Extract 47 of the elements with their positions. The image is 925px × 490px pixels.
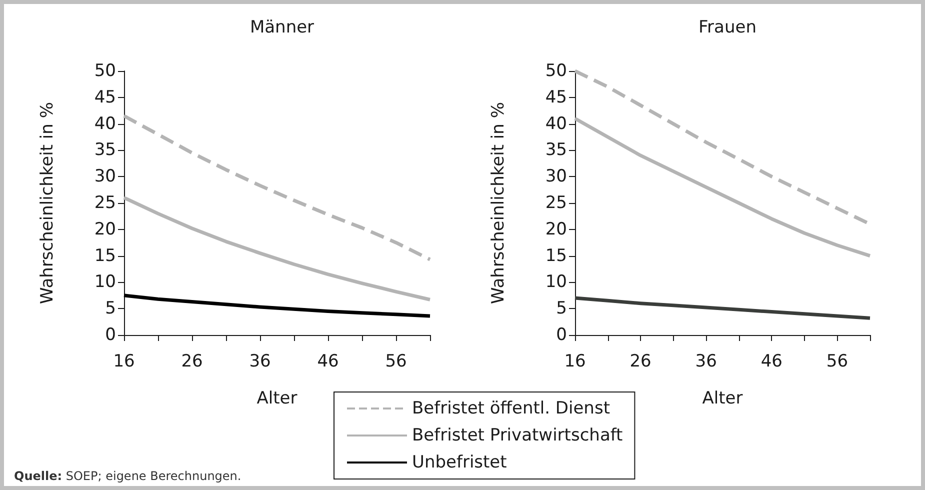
x-tick-label: 36 <box>249 352 271 372</box>
line-series <box>122 114 432 262</box>
y-tick-label: 10 <box>94 272 116 292</box>
legend-label: Befristet Privatwirtschaft <box>412 426 624 446</box>
y-tick-label: 50 <box>94 61 116 81</box>
y-tick-label: 15 <box>545 246 567 266</box>
y-axis-title: Wahrscheinlichkeit in % <box>38 102 58 304</box>
y-tick-label: 25 <box>545 193 567 213</box>
y-tick-label: 25 <box>94 193 116 213</box>
line-series <box>573 296 872 320</box>
y-tick-label: 0 <box>105 325 116 345</box>
y-tick-label: 20 <box>545 219 567 240</box>
x-tick-label: 16 <box>113 352 135 372</box>
y-tick-label: 15 <box>94 246 116 266</box>
legend-label: Unbefristet <box>412 452 508 472</box>
x-tick-label: 26 <box>630 352 652 372</box>
chart-title: Männer <box>250 18 314 38</box>
y-tick-label: 50 <box>545 61 567 81</box>
y-tick-label: 10 <box>545 272 567 292</box>
x-axis-title: Alter <box>702 388 743 408</box>
line-series <box>122 196 432 302</box>
y-tick-label: 40 <box>94 114 116 134</box>
x-tick-label: 56 <box>385 352 407 372</box>
text: Quelle: SOEP; eigene Berechnungen. <box>14 469 242 483</box>
x-tick-label: 46 <box>317 352 339 372</box>
x-axis-title: Alter <box>256 388 298 408</box>
y-tick-label: 5 <box>105 298 116 319</box>
y-tick-label: 35 <box>545 140 567 160</box>
y-tick-label: 30 <box>94 166 116 187</box>
x-tick-label: 16 <box>564 352 586 372</box>
x-tick-label: 56 <box>826 352 848 372</box>
line-series <box>122 294 432 318</box>
y-tick-label: 30 <box>545 166 567 187</box>
y-tick-label: 45 <box>94 87 116 108</box>
line-series <box>573 116 872 258</box>
y-tick-label: 40 <box>545 114 567 134</box>
y-tick-label: 0 <box>556 325 567 345</box>
y-tick-label: 5 <box>556 298 567 319</box>
y-tick-label: 35 <box>94 140 116 160</box>
y-axis-title: Wahrscheinlichkeit in % <box>488 102 508 304</box>
y-tick-label: 45 <box>545 87 567 108</box>
x-tick-label: 46 <box>760 352 782 372</box>
x-tick-label: 36 <box>695 352 717 372</box>
legend-label: Befristet öffentl. Dienst <box>412 398 610 418</box>
y-tick-label: 20 <box>94 219 116 240</box>
chart-title: Frauen <box>698 18 756 38</box>
x-tick-label: 26 <box>181 352 203 372</box>
